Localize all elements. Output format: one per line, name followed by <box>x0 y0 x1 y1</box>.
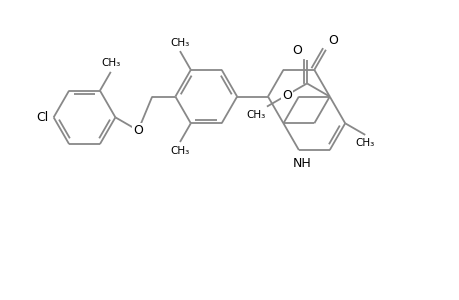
Text: O: O <box>292 44 302 57</box>
Text: CH₃: CH₃ <box>170 38 189 47</box>
Text: O: O <box>328 34 337 47</box>
Text: O: O <box>281 88 291 101</box>
Text: O: O <box>133 124 143 137</box>
Text: CH₃: CH₃ <box>101 58 120 68</box>
Text: Cl: Cl <box>37 111 49 124</box>
Text: NH: NH <box>292 157 311 170</box>
Text: CH₃: CH₃ <box>355 138 374 148</box>
Text: CH₃: CH₃ <box>170 146 189 156</box>
Text: CH₃: CH₃ <box>246 110 264 120</box>
